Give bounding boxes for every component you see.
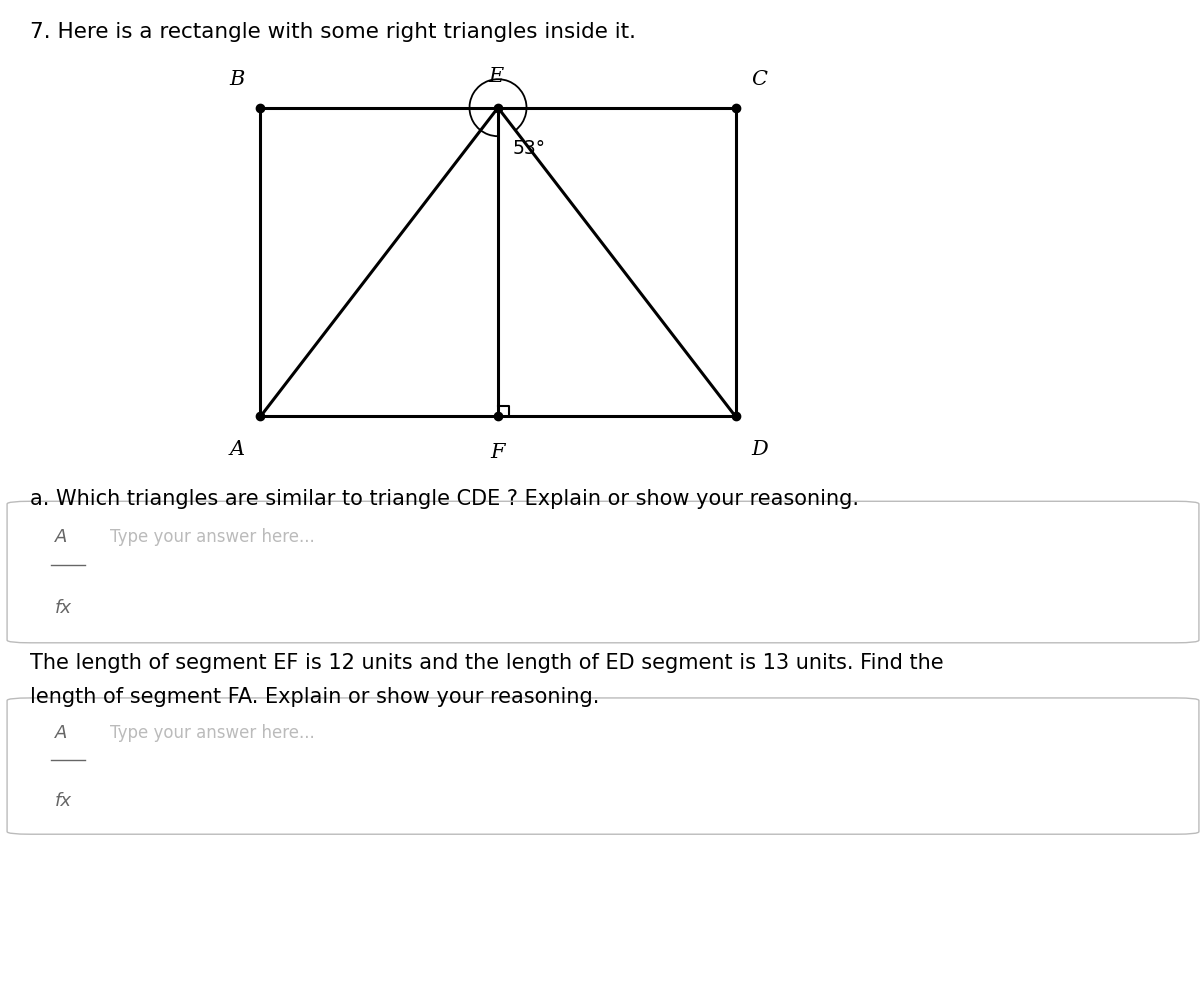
Text: fx: fx [55, 599, 72, 617]
Text: Type your answer here...: Type your answer here... [110, 724, 314, 742]
Text: 7. Here is a rectangle with some right triangles inside it.: 7. Here is a rectangle with some right t… [30, 22, 636, 42]
Text: A: A [229, 440, 245, 460]
Text: B: B [229, 70, 245, 89]
Text: 53°: 53° [512, 138, 545, 157]
FancyBboxPatch shape [7, 698, 1199, 835]
FancyBboxPatch shape [7, 501, 1199, 643]
Text: a. Which triangles are similar to triangle CDE ? Explain or show your reasoning.: a. Which triangles are similar to triang… [30, 489, 859, 509]
Text: length of segment FA. Explain or show your reasoning.: length of segment FA. Explain or show yo… [30, 687, 599, 708]
Text: D: D [751, 440, 768, 460]
Text: fx: fx [55, 792, 72, 810]
Text: C: C [751, 70, 767, 89]
Text: Type your answer here...: Type your answer here... [110, 528, 314, 546]
Text: A: A [55, 724, 67, 742]
Text: F: F [491, 443, 505, 462]
Text: E: E [488, 68, 503, 87]
Text: A: A [55, 528, 67, 546]
Text: The length of segment EF is 12 units and the length of ED segment is 13 units. F: The length of segment EF is 12 units and… [30, 653, 943, 673]
